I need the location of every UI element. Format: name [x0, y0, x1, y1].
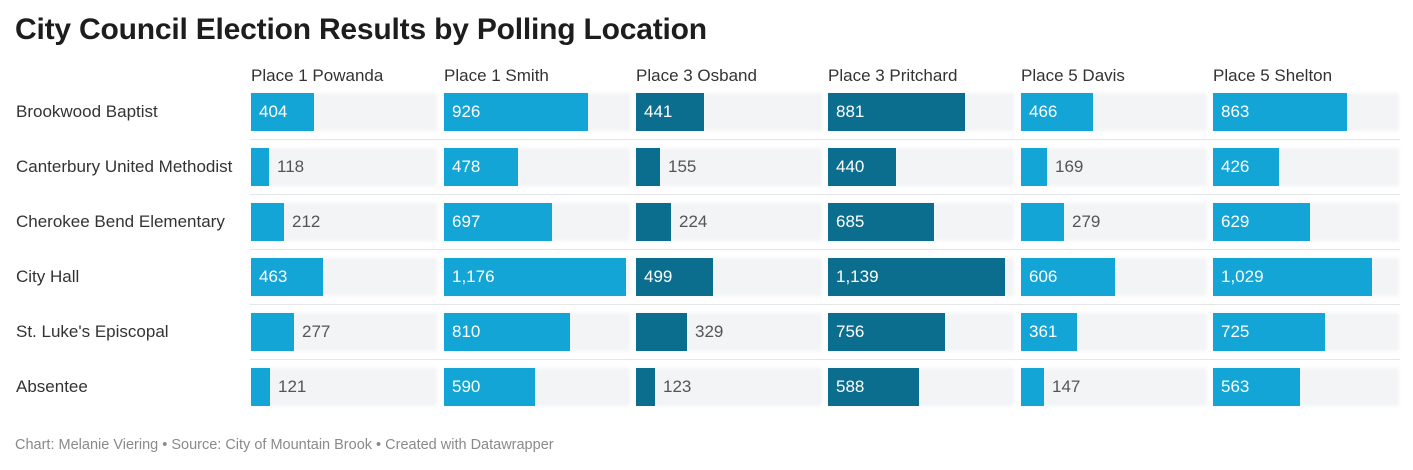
chart-title: City Council Election Results by Polling…	[15, 13, 707, 46]
chart-footer: Chart: Melanie Viering • Source: City of…	[15, 437, 554, 453]
bar-place-5-shelton-canterbury-united-methodist	[1213, 148, 1279, 186]
value-label: 1,139	[836, 267, 879, 286]
bar-place-1-smith-canterbury-united-methodist	[444, 148, 518, 186]
bar-place-1-smith-city-hall	[444, 258, 626, 296]
bar-place-3-pritchard-brookwood-baptist	[828, 93, 965, 131]
bar-place-3-osband-st-luke-s-episcopal	[636, 313, 687, 351]
bar-place-3-osband-brookwood-baptist	[636, 93, 704, 131]
column-header-place-5-davis: Place 5 Davis	[1021, 66, 1125, 85]
value-label: 441	[644, 102, 673, 121]
bar-place-5-shelton-brookwood-baptist	[1213, 93, 1347, 131]
bar-place-3-pritchard-canterbury-united-methodist	[828, 148, 896, 186]
bar-place-3-pritchard-city-hall	[828, 258, 1005, 296]
column-header-place-3-osband: Place 3 Osband	[636, 66, 757, 85]
value-label: 590	[452, 377, 481, 396]
row-separator	[250, 194, 1400, 195]
bar-place-3-pritchard-st-luke-s-episcopal	[828, 313, 945, 351]
bar-place-1-powanda-city-hall	[251, 258, 323, 296]
bar-place-3-osband-absentee	[636, 368, 655, 406]
bar-place-1-powanda-brookwood-baptist	[251, 93, 314, 131]
value-label: 404	[259, 102, 288, 121]
value-label: 1,176	[452, 267, 495, 286]
value-label: 118	[277, 157, 305, 176]
value-label: 926	[452, 102, 481, 121]
bar-place-3-osband-canterbury-united-methodist	[636, 148, 660, 186]
value-label: 466	[1029, 102, 1058, 121]
bar-place-5-shelton-absentee	[1213, 368, 1300, 406]
bar-place-1-smith-st-luke-s-episcopal	[444, 313, 570, 351]
row-label-absentee: Absentee	[16, 377, 88, 396]
bar-place-3-pritchard-cherokee-bend-elementary	[828, 203, 934, 241]
row-label-canterbury-united-methodist: Canterbury United Methodist	[16, 157, 233, 176]
row-separator	[250, 359, 1400, 360]
value-label: 499	[644, 267, 673, 286]
bar-track	[1021, 148, 1207, 186]
bar-place-1-powanda-absentee	[251, 368, 270, 406]
bar-place-3-osband-city-hall	[636, 258, 713, 296]
value-label: 279	[1072, 212, 1101, 231]
value-label: 863	[1221, 102, 1250, 121]
value-label: 463	[259, 267, 288, 286]
value-label: 606	[1029, 267, 1058, 286]
bar-place-1-powanda-canterbury-united-methodist	[251, 148, 269, 186]
bar-place-5-davis-absentee	[1021, 368, 1044, 406]
value-label: 361	[1029, 322, 1058, 341]
bar-track	[636, 368, 822, 406]
value-label: 277	[302, 322, 331, 341]
column-header-place-1-powanda: Place 1 Powanda	[251, 66, 384, 85]
bar-place-5-davis-city-hall	[1021, 258, 1115, 296]
bar-place-5-davis-canterbury-united-methodist	[1021, 148, 1047, 186]
value-label: 478	[452, 157, 481, 176]
value-label: 588	[836, 377, 865, 396]
value-label: 685	[836, 212, 865, 231]
value-label: 629	[1221, 212, 1250, 231]
value-label: 147	[1052, 377, 1081, 396]
bar-track	[1021, 368, 1207, 406]
row-label-cherokee-bend-elementary: Cherokee Bend Elementary	[16, 212, 225, 231]
value-label: 212	[292, 212, 321, 231]
bar-place-1-smith-brookwood-baptist	[444, 93, 588, 131]
column-header-place-3-pritchard: Place 3 Pritchard	[828, 66, 958, 85]
bar-place-5-shelton-city-hall	[1213, 258, 1372, 296]
value-label: 1,029	[1221, 267, 1264, 286]
bar-place-1-smith-cherokee-bend-elementary	[444, 203, 552, 241]
value-label: 756	[836, 322, 865, 341]
value-label: 440	[836, 157, 865, 176]
bar-place-5-davis-cherokee-bend-elementary	[1021, 203, 1064, 241]
value-label: 725	[1221, 322, 1250, 341]
value-label: 121	[278, 377, 307, 396]
bar-place-3-pritchard-absentee	[828, 368, 919, 406]
column-header-place-5-shelton: Place 5 Shelton	[1213, 66, 1333, 85]
bar-track	[251, 148, 437, 186]
value-label: 169	[1055, 157, 1084, 176]
row-label-city-hall: City Hall	[16, 267, 80, 286]
value-label: 224	[679, 212, 708, 231]
bar-place-5-shelton-cherokee-bend-elementary	[1213, 203, 1310, 241]
bar-place-1-smith-absentee	[444, 368, 535, 406]
bar-place-1-powanda-st-luke-s-episcopal	[251, 313, 294, 351]
bar-place-5-shelton-st-luke-s-episcopal	[1213, 313, 1325, 351]
row-label-st-luke-s-episcopal: St. Luke's Episcopal	[16, 322, 169, 341]
row-separator	[250, 139, 1400, 140]
bar-place-1-powanda-cherokee-bend-elementary	[251, 203, 284, 241]
value-label: 329	[695, 322, 724, 341]
value-label: 697	[452, 212, 481, 231]
value-label: 881	[836, 102, 865, 121]
value-label: 426	[1221, 157, 1250, 176]
row-separator	[250, 304, 1400, 305]
bar-place-5-davis-brookwood-baptist	[1021, 93, 1093, 131]
bar-track	[636, 148, 822, 186]
row-label-brookwood-baptist: Brookwood Baptist	[16, 102, 158, 121]
row-separator	[250, 249, 1400, 250]
value-label: 563	[1221, 377, 1250, 396]
value-label: 123	[663, 377, 692, 396]
column-header-place-1-smith: Place 1 Smith	[444, 66, 549, 85]
bar-place-5-davis-st-luke-s-episcopal	[1021, 313, 1077, 351]
bar-place-3-osband-cherokee-bend-elementary	[636, 203, 671, 241]
value-label: 155	[668, 157, 697, 176]
bar-track	[251, 368, 437, 406]
value-label: 810	[452, 322, 481, 341]
